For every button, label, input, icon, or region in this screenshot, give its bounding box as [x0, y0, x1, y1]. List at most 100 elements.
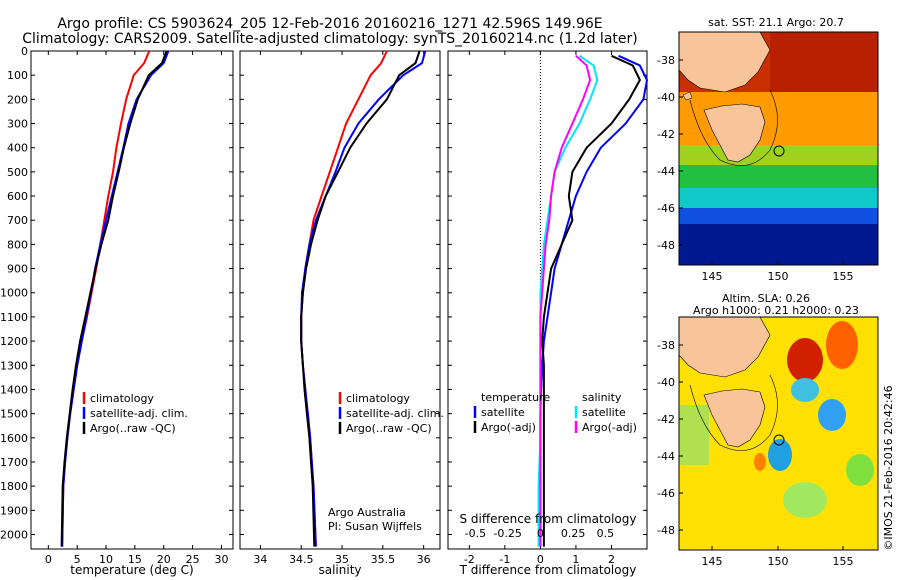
xtick-label: 2 — [608, 553, 615, 566]
ytick-label: 1700 — [0, 456, 28, 469]
ytick-label: 200 — [7, 93, 28, 106]
legend-label: Argo(-adj) — [481, 421, 536, 434]
ytick-label: 1100 — [0, 311, 28, 324]
xtick-label: -2 — [464, 553, 475, 566]
difference-panel: -2 -1 0 1 2 T difference from climatology S … — [447, 50, 649, 577]
xtick-label: 25 — [186, 553, 200, 566]
xtick-label: 5 — [74, 553, 81, 566]
ytick-label: 500 — [7, 166, 28, 179]
salinity-annotation-line2: PI: Susan Wijffels — [328, 520, 422, 533]
xtick-label: 30 — [214, 553, 228, 566]
map-xtick-label: 145 — [702, 555, 723, 568]
series-line-climatology — [61, 50, 151, 547]
argo-location-marker — [773, 145, 785, 157]
ytick-label: 1300 — [0, 359, 28, 372]
ytick-label: 1500 — [0, 408, 28, 421]
ytick-label: 300 — [7, 118, 28, 131]
map-ytick-label: -38 — [657, 54, 675, 67]
ytick-label: 400 — [7, 142, 28, 155]
legend-label: satellite — [481, 406, 525, 419]
salinity-depth-ticks — [240, 50, 440, 535]
legend-title-salinity: salinity — [582, 391, 622, 404]
ytick-label: 1000 — [0, 287, 28, 300]
xtick-label: 20 — [157, 553, 171, 566]
legend-label: satellite-adj. clim. — [346, 407, 444, 420]
xtick-label: 35.5 — [371, 553, 396, 566]
ytick-label: 1600 — [0, 432, 28, 445]
legend-label: satellite — [582, 406, 626, 419]
xtick-label: 10 — [99, 553, 113, 566]
difference-axes-frame — [447, 50, 648, 550]
title-line2: Climatology: CARS2009. Satellite-adjuste… — [22, 31, 637, 47]
difference-xlabel-top: S difference from climatology — [460, 512, 637, 526]
map-ytick-label: -48 — [657, 239, 675, 252]
salinity-diff-tick-label: 0.5 — [597, 527, 615, 540]
ytick-label: 600 — [7, 190, 28, 203]
map-ytick-label: -42 — [657, 413, 675, 426]
title-line1: Argo profile: CS 5903624_205 12-Feb-2016… — [57, 16, 602, 32]
map-xtick-label: 150 — [768, 270, 789, 283]
xtick-label: 0 — [537, 553, 544, 566]
legend-label: Argo(..raw -QC) — [346, 422, 432, 435]
series-line-satellite_adj — [300, 50, 427, 547]
difference-axis-ticks: -2 -1 0 1 2 — [464, 51, 615, 566]
ytick-label: 1200 — [0, 335, 28, 348]
ytick-label: 1800 — [0, 480, 28, 493]
tasmania-landmass — [703, 103, 766, 163]
sla-map: Altim. SLA: 0.26 Argo h1000: 0.21 h2000:… — [657, 292, 879, 568]
xtick-label: 36 — [417, 553, 431, 566]
map-ytick-label: -40 — [657, 376, 675, 389]
xtick-label: 34.5 — [289, 553, 314, 566]
legend-label: Argo(-adj) — [582, 421, 637, 434]
salinity-xlabel: salinity — [318, 563, 361, 577]
map-xtick-label: 155 — [833, 555, 854, 568]
tasmania-landmass-sla — [703, 388, 766, 448]
series-line-argo — [60, 50, 168, 547]
legend-label: climatology — [90, 392, 154, 405]
sla-map-title-line1: Altim. SLA: 0.26 — [722, 292, 810, 305]
xtick-label: 0 — [45, 553, 52, 566]
xtick-label: 34 — [253, 553, 267, 566]
map-ytick-label: -46 — [657, 202, 675, 215]
xtick-label: 15 — [128, 553, 142, 566]
temperature-axis-ticks: 0 5 10 15 20 25 30 — [45, 51, 228, 566]
salinity-axes-frame — [239, 50, 441, 550]
map-xtick-label: 145 — [702, 270, 723, 283]
series-line-climatology — [300, 50, 388, 547]
ytick-label: 1900 — [0, 504, 28, 517]
difference-depth-ticks — [448, 50, 647, 535]
xtick-label: 35 — [335, 553, 349, 566]
series-line-argo_adj_salinity — [539, 55, 592, 547]
legend-title-temperature: temperature — [481, 391, 550, 404]
series-line-sat_salinity — [537, 54, 599, 547]
salinity-diff-tick-label: -0.25 — [493, 527, 521, 540]
ytick-label: 2000 — [0, 528, 28, 541]
salinity-legend: climatology satellite-adj. clim. Argo(..ra… — [338, 392, 444, 435]
difference-series — [537, 54, 649, 547]
temperature-axes-frame — [30, 50, 234, 550]
ytick-label: 0 — [21, 45, 28, 58]
series-line-satellite_adj — [61, 50, 170, 547]
map-xtick-label: 155 — [833, 270, 854, 283]
map-ytick-label: -44 — [657, 165, 675, 178]
map-ytick-label: -42 — [657, 128, 675, 141]
xtick-label: 1 — [572, 553, 579, 566]
map-ytick-label: -40 — [657, 91, 675, 104]
temperature-legend: climatology satellite-adj. clim. Argo(..ra… — [82, 392, 188, 435]
legend-label: Argo(..raw -QC) — [90, 422, 176, 435]
map-ytick-label: -46 — [657, 487, 675, 500]
sla-map-ticks: 145 150 155 -38 -40 -42 -44 -46 -48 — [657, 339, 853, 568]
map-ytick-label: -48 — [657, 524, 675, 537]
series-line-satellite_adj — [539, 54, 649, 547]
difference-legend: temperature salinity satellite Argo(-adj) sa… — [473, 391, 637, 434]
temperature-panel: 0100200300400500600700800900100011001200… — [0, 45, 234, 577]
map-ytick-label: -44 — [657, 450, 675, 463]
imos-footer: ©IMOS 21-Feb-2016 20:42:46 — [882, 385, 895, 550]
legend-label: satellite-adj. clim. — [90, 407, 188, 420]
map-xtick-label: 150 — [768, 555, 789, 568]
series-line-argo — [300, 50, 421, 547]
depth-axis-ticks: 0 100 200 300 400 500 600 700 800 900 1000 1100 1200… — [0, 45, 233, 541]
argo-location-marker-sla — [773, 434, 785, 446]
salinity-series — [300, 50, 427, 547]
